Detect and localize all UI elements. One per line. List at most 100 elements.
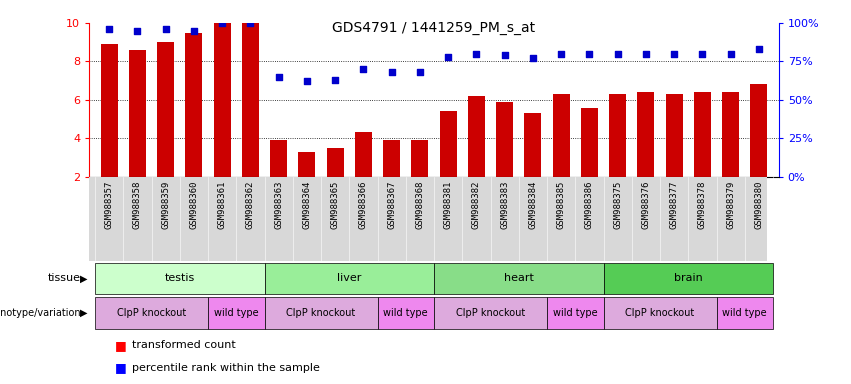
Point — [752, 46, 766, 52]
Text: GSM988357: GSM988357 — [105, 181, 114, 229]
Bar — [665, 94, 683, 177]
Bar — [609, 94, 626, 177]
Text: genotype/variation: genotype/variation — [0, 308, 81, 318]
Text: GSM988383: GSM988383 — [500, 181, 509, 229]
Point — [271, 74, 285, 80]
Bar — [355, 132, 372, 177]
Point — [187, 28, 201, 34]
Point — [583, 51, 597, 57]
Text: heart: heart — [504, 273, 534, 283]
Text: GSM988379: GSM988379 — [726, 181, 735, 229]
Bar — [603, 297, 717, 328]
Bar — [411, 140, 428, 177]
Bar — [327, 148, 344, 177]
Point — [357, 66, 370, 72]
Text: GSM988358: GSM988358 — [133, 181, 142, 229]
Point — [215, 20, 229, 26]
Text: GSM988375: GSM988375 — [613, 181, 622, 229]
Text: GSM988360: GSM988360 — [190, 181, 198, 229]
Point — [328, 77, 342, 83]
Point — [667, 51, 681, 57]
Bar — [100, 44, 117, 177]
Text: GSM988384: GSM988384 — [528, 181, 537, 229]
Bar — [717, 297, 773, 328]
Text: ■: ■ — [115, 339, 127, 352]
Point — [526, 55, 540, 61]
Point — [695, 51, 709, 57]
Point — [243, 20, 257, 26]
Text: brain: brain — [674, 273, 703, 283]
Text: percentile rank within the sample: percentile rank within the sample — [132, 362, 320, 373]
Point — [159, 26, 173, 32]
Text: ClpP knockout: ClpP knockout — [287, 308, 356, 318]
Text: ■: ■ — [115, 361, 127, 374]
Point — [724, 51, 738, 57]
Text: ClpP knockout: ClpP knockout — [456, 308, 525, 318]
Text: GSM988361: GSM988361 — [218, 181, 226, 229]
Point — [385, 69, 398, 75]
Bar — [208, 297, 265, 328]
Text: GSM988386: GSM988386 — [585, 181, 594, 229]
Bar — [95, 263, 265, 294]
Bar — [524, 113, 541, 177]
Bar — [581, 108, 598, 177]
Text: GSM988368: GSM988368 — [415, 181, 425, 229]
Text: ClpP knockout: ClpP knockout — [625, 308, 694, 318]
Bar — [299, 152, 316, 177]
Bar — [496, 102, 513, 177]
Text: liver: liver — [337, 273, 362, 283]
Bar — [383, 140, 400, 177]
Bar — [547, 297, 603, 328]
Bar — [751, 84, 768, 177]
Text: ▶: ▶ — [80, 273, 88, 283]
Text: wild type: wild type — [384, 308, 428, 318]
Text: GSM988364: GSM988364 — [302, 181, 311, 229]
Text: wild type: wild type — [722, 308, 767, 318]
Text: GSM988365: GSM988365 — [331, 181, 340, 229]
Bar — [694, 92, 711, 177]
Text: GSM988367: GSM988367 — [387, 181, 396, 229]
Text: GSM988385: GSM988385 — [557, 181, 566, 229]
Bar — [434, 297, 547, 328]
Text: GSM988381: GSM988381 — [443, 181, 453, 229]
Point — [130, 28, 144, 34]
Point — [470, 51, 483, 57]
Bar — [270, 140, 287, 177]
Bar — [242, 23, 259, 177]
Bar — [214, 23, 231, 177]
Point — [300, 78, 314, 84]
Text: testis: testis — [164, 273, 195, 283]
Bar — [157, 42, 174, 177]
Text: GSM988382: GSM988382 — [472, 181, 481, 229]
Text: GSM988362: GSM988362 — [246, 181, 255, 229]
Text: wild type: wild type — [214, 308, 259, 318]
Bar — [434, 263, 603, 294]
Text: transformed count: transformed count — [132, 340, 236, 350]
Bar — [129, 50, 146, 177]
Bar — [637, 92, 654, 177]
Text: GSM988376: GSM988376 — [642, 181, 650, 229]
Point — [554, 51, 568, 57]
Bar — [95, 297, 208, 328]
Bar — [265, 297, 378, 328]
Point — [498, 52, 511, 58]
Bar — [722, 92, 740, 177]
Bar — [265, 263, 434, 294]
Text: GSM988378: GSM988378 — [698, 181, 707, 229]
Text: tissue: tissue — [48, 273, 81, 283]
Text: GSM988380: GSM988380 — [754, 181, 763, 229]
Text: GSM988363: GSM988363 — [274, 181, 283, 229]
Point — [442, 54, 455, 60]
Bar — [468, 96, 485, 177]
Text: GSM988377: GSM988377 — [670, 181, 678, 229]
Text: GSM988366: GSM988366 — [359, 181, 368, 229]
Bar — [186, 33, 203, 177]
Text: GDS4791 / 1441259_PM_s_at: GDS4791 / 1441259_PM_s_at — [333, 21, 535, 35]
Text: ▶: ▶ — [80, 308, 88, 318]
Text: GSM988359: GSM988359 — [161, 181, 170, 229]
Point — [611, 51, 625, 57]
Text: ClpP knockout: ClpP knockout — [117, 308, 186, 318]
Text: wild type: wild type — [553, 308, 597, 318]
Point — [639, 51, 653, 57]
Bar — [440, 111, 457, 177]
